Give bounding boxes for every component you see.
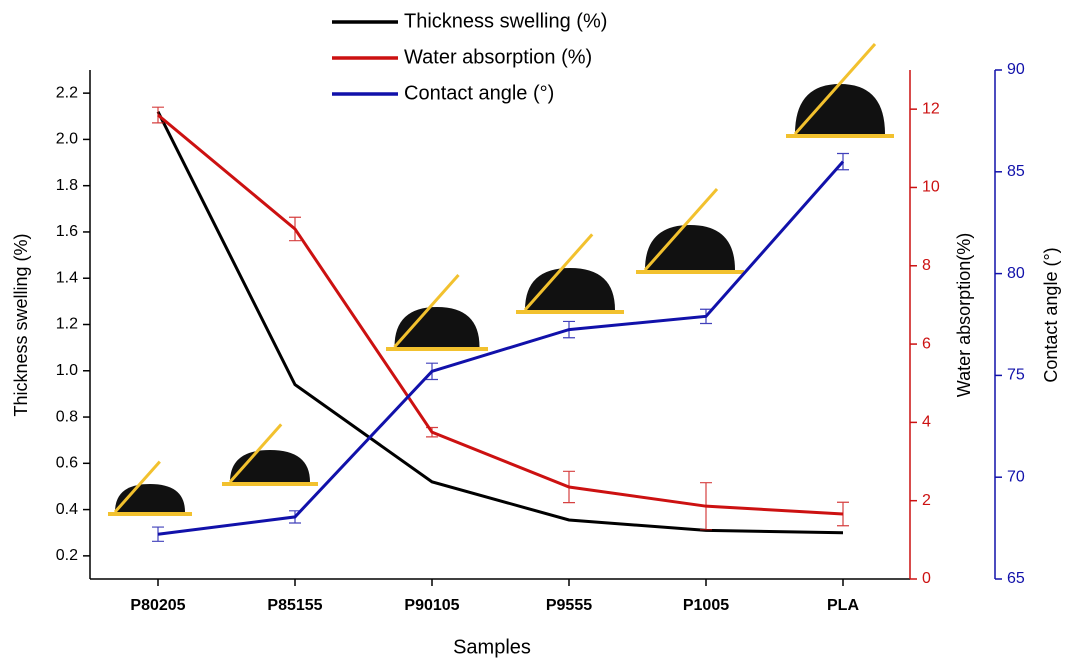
y3-tick-label: 65 (1007, 570, 1025, 587)
y-tick-label: 2.0 (56, 131, 78, 148)
droplet-tangent (793, 43, 877, 135)
error-bar (289, 510, 301, 524)
y3-tick-label: 75 (1007, 367, 1025, 384)
droplet-base (108, 512, 192, 516)
y2-tick-label: 2 (922, 492, 931, 509)
series-line (157, 113, 844, 516)
droplet-tangent (228, 423, 283, 483)
y-tick-label: 0.6 (56, 455, 78, 472)
error-bar (700, 482, 712, 531)
error-bar (289, 216, 301, 242)
x-tick-label: P90105 (404, 597, 459, 614)
droplet (394, 307, 480, 347)
legend-label: Thickness swelling (%) (404, 10, 607, 32)
y3-axis-title: Contact angle (°) (1041, 247, 1061, 382)
droplet-base (386, 347, 488, 351)
error-bar (837, 152, 849, 171)
x-tick-label: PLA (827, 597, 859, 614)
droplet-tangent (643, 188, 719, 271)
y-tick-label: 0.8 (56, 408, 78, 425)
series-line (156, 110, 844, 535)
droplet-base (516, 310, 624, 314)
error-bar (700, 308, 712, 325)
droplet-base (222, 482, 318, 486)
y-tick-label: 1.4 (56, 269, 78, 286)
droplet (645, 225, 735, 270)
y2-tick-label: 0 (922, 570, 931, 587)
x-tick-label: P9555 (546, 597, 592, 614)
y2-tick-label: 12 (922, 100, 940, 117)
y-tick-label: 1.2 (56, 316, 78, 333)
y3-tick-label: 90 (1007, 61, 1025, 78)
error-bar (152, 526, 164, 542)
y3-tick-label: 85 (1007, 163, 1025, 180)
x-tick-label: P1005 (683, 597, 729, 614)
error-bar (563, 470, 575, 504)
y2-tick-label: 6 (922, 335, 931, 352)
droplet (525, 268, 615, 310)
error-bar (152, 106, 164, 124)
y2-tick-label: 4 (922, 414, 931, 431)
droplet (795, 84, 885, 134)
error-bar (837, 501, 849, 527)
droplet (230, 450, 310, 482)
y-tick-label: 0.2 (56, 547, 78, 564)
x-axis-title: Samples (453, 636, 531, 658)
y-tick-label: 0.4 (56, 501, 78, 518)
y-tick-label: 2.2 (56, 84, 78, 101)
y-tick-label: 1.0 (56, 362, 78, 379)
y3-tick-label: 80 (1007, 265, 1025, 282)
error-bar (426, 362, 438, 381)
droplet-tangent (523, 233, 594, 311)
y2-tick-label: 10 (922, 179, 940, 196)
y2-tick-label: 8 (922, 257, 931, 274)
x-tick-label: P85155 (267, 597, 322, 614)
droplet-base (786, 134, 894, 138)
y-tick-label: 1.6 (56, 223, 78, 240)
y3-tick-label: 70 (1007, 468, 1025, 485)
y2-axis-title: Water absorption(%) (954, 233, 974, 397)
series-line (157, 160, 845, 536)
legend-label: Contact angle (°) (404, 82, 554, 104)
droplet-tangent (113, 460, 161, 513)
legend-label: Water absorption (%) (404, 46, 592, 68)
error-bar (563, 320, 575, 339)
y-axis-title: Thickness swelling (%) (11, 233, 31, 416)
error-bar (426, 426, 438, 438)
droplet-tangent (393, 274, 460, 348)
droplet-base (636, 270, 744, 274)
y-tick-label: 1.8 (56, 177, 78, 194)
x-tick-label: P80205 (130, 597, 185, 614)
